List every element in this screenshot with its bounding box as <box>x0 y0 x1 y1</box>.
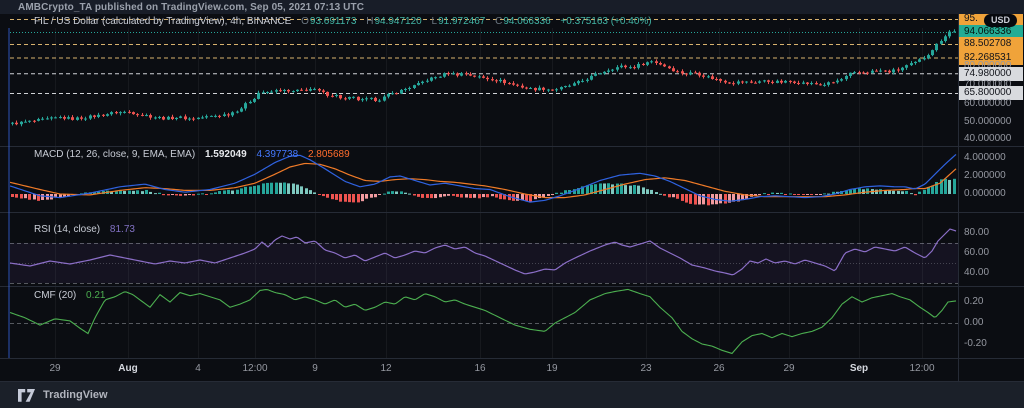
time-tick: 29 <box>49 363 61 374</box>
rsi-legend[interactable]: RSI (14, close) 81.73 <box>34 224 135 235</box>
rsi-label: RSI (14, close) <box>34 224 101 235</box>
currency-toggle[interactable]: USD <box>984 14 1018 27</box>
rsi-axis-label: 80.00 <box>964 227 990 238</box>
cmf-axis-label: 0.20 <box>964 296 984 307</box>
macd-hist-value: 1.592049 <box>204 149 247 160</box>
time-tick: 12:00 <box>909 363 935 374</box>
macd-axis-label: 2.000000 <box>964 170 1006 181</box>
price-axis-label: 65.800000 <box>959 86 1023 100</box>
time-tick: 23 <box>640 363 652 374</box>
time-tick: 12:00 <box>242 363 268 374</box>
macd-axis-label: 4.000000 <box>964 152 1006 163</box>
cmf-value: 0.21 <box>86 290 106 301</box>
ohlc-high-value: 94.947120 <box>374 16 422 27</box>
time-tick: 12 <box>380 363 392 374</box>
footer-bar: TradingView <box>0 381 1024 408</box>
price-axis-label: 74.980000 <box>959 67 1023 81</box>
price-axis-label: 82.268531 <box>959 51 1023 65</box>
price-axis-label: 50.000000 <box>964 116 1012 127</box>
footer-brand[interactable]: TradingView <box>43 389 108 401</box>
price-axis-label: 40.000000 <box>964 133 1012 144</box>
ohlc-low-label: L <box>431 16 438 27</box>
time-tick: 19 <box>546 363 558 374</box>
macd-line-value: 4.397738 <box>256 149 299 160</box>
rsi-axis-label: 60.00 <box>964 247 990 258</box>
price-axis-label: 70.000000 <box>964 79 1012 90</box>
ohlc-close-label: C <box>495 16 503 27</box>
change-value: +0.375163 (+0.40%) <box>560 16 652 27</box>
time-tick: Sep <box>849 363 869 374</box>
ohlc-open-value: 93.691173 <box>309 16 357 27</box>
price-axis-label: 80.000000 <box>964 60 1012 71</box>
rsi-value: 81.73 <box>109 224 135 235</box>
price-axis-label: 88.502708 <box>959 37 1023 51</box>
ohlc-high-label: H <box>366 16 374 27</box>
time-tick: 29 <box>783 363 795 374</box>
time-tick: 4 <box>195 363 201 374</box>
price-axis-label: 94.066336 <box>959 25 1023 39</box>
ohlc-open-label: O <box>301 16 309 27</box>
cmf-axis-label: -0.20 <box>964 338 987 349</box>
macd-axis-label: 0.000000 <box>964 188 1006 199</box>
attribution-text: AMBCrypto_TA published on TradingView.co… <box>18 1 365 13</box>
ohlc-low-value: 91.972467 <box>438 16 486 27</box>
cmf-legend[interactable]: CMF (20) 0.21 <box>34 290 105 301</box>
symbol-legend[interactable]: FIL / US Dollar (calculated by TradingVi… <box>34 16 652 27</box>
cmf-axis-label: 0.00 <box>964 317 984 328</box>
ohlc-close-value: 94.066336 <box>503 16 551 27</box>
macd-signal-value: 2.805689 <box>307 149 350 160</box>
time-tick: 9 <box>312 363 318 374</box>
macd-legend[interactable]: MACD (12, 26, close, 9, EMA, EMA) 1.5920… <box>34 149 350 160</box>
symbol-title: FIL / US Dollar (calculated by TradingVi… <box>34 16 292 27</box>
cmf-label: CMF (20) <box>34 290 77 301</box>
rsi-axis-label: 40.00 <box>964 267 990 278</box>
time-tick: Aug <box>118 363 138 374</box>
attribution-bar: AMBCrypto_TA published on TradingView.co… <box>0 0 1024 14</box>
time-tick: 26 <box>713 363 725 374</box>
price-axis-label: 60.000000 <box>964 98 1012 109</box>
macd-label: MACD (12, 26, close, 9, EMA, EMA) <box>34 149 196 160</box>
tradingview-logo-icon <box>18 388 35 402</box>
time-tick: 16 <box>474 363 486 374</box>
